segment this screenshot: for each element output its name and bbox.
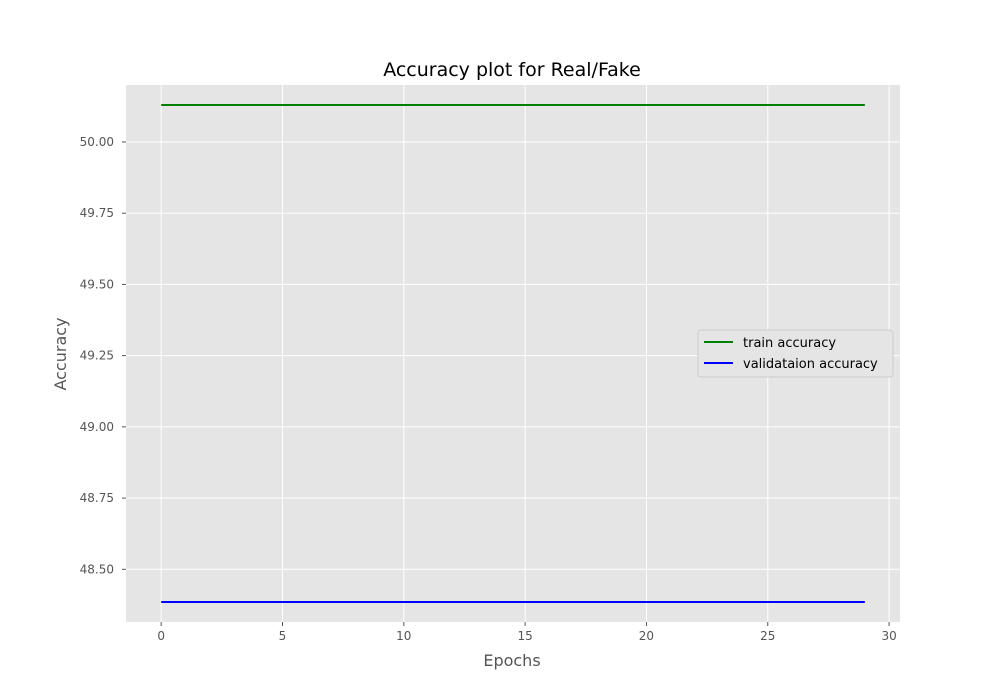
y-tick-label: 48.75	[80, 491, 114, 505]
y-tick-label: 50.00	[80, 135, 114, 149]
y-tick-labels: 48.50 48.75 49.00 49.25 49.50 49.75 50.00	[80, 135, 126, 576]
x-tick-label: 15	[517, 629, 532, 643]
x-tick-label: 5	[279, 629, 287, 643]
x-tick-label: 30	[881, 629, 896, 643]
y-tick-label: 48.50	[80, 562, 114, 576]
y-tick-label: 49.25	[80, 349, 114, 363]
chart-title: Accuracy plot for Real/Fake	[383, 59, 641, 81]
y-tick-label: 49.00	[80, 420, 114, 434]
x-tick-labels: 0 5 10 15 20 25 30	[157, 622, 897, 643]
legend-box	[697, 329, 894, 378]
legend-label-validation: validataion accuracy	[743, 357, 878, 372]
x-axis-label: Epochs	[483, 651, 540, 670]
y-axis-label: Accuracy	[51, 317, 70, 390]
x-tick-label: 10	[396, 629, 411, 643]
legend-label-train: train accuracy	[743, 336, 836, 351]
x-tick-label: 0	[157, 629, 165, 643]
legend: train accuracy validataion accuracy	[697, 329, 894, 378]
y-tick-label: 49.50	[80, 277, 114, 291]
x-tick-label: 25	[760, 629, 775, 643]
y-tick-label: 49.75	[80, 206, 114, 220]
x-tick-label: 20	[639, 629, 654, 643]
series-lines	[161, 103, 865, 604]
